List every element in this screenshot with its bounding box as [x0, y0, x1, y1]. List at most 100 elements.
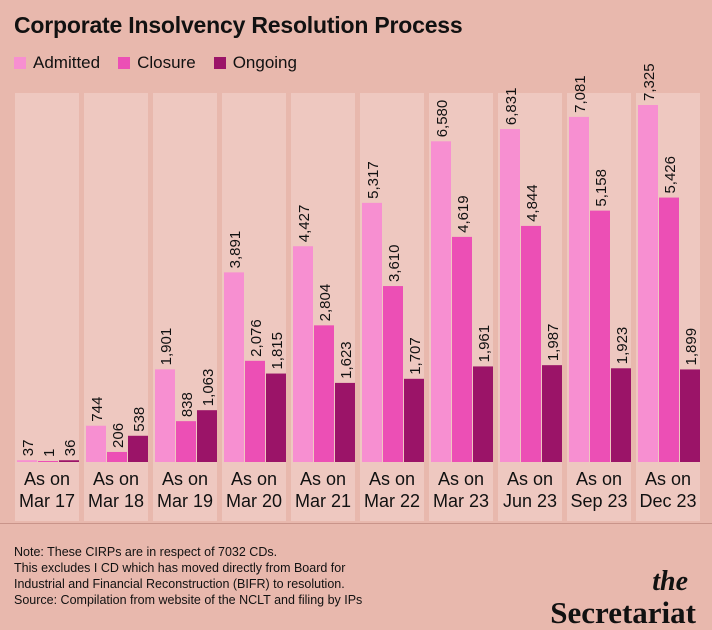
bar-closure	[383, 286, 403, 462]
footnote-line: Industrial and Financial Reconstruction …	[14, 577, 345, 591]
x-tick-label: As on	[576, 469, 622, 489]
chart-title: Corporate Insolvency Resolution Process	[14, 12, 463, 38]
bar-admitted	[293, 246, 313, 462]
data-label: 5,426	[662, 156, 679, 194]
bar-closure	[659, 197, 679, 462]
data-label: 37	[20, 440, 37, 457]
data-label: 1,707	[407, 337, 424, 375]
data-label: 4,619	[455, 195, 472, 233]
data-label: 538	[131, 407, 148, 432]
bar-ongoing	[197, 410, 217, 462]
data-label: 1,815	[269, 332, 286, 370]
x-tick-label: Mar 17	[19, 491, 75, 511]
bar-closure	[452, 236, 472, 462]
data-label: 1,901	[158, 328, 175, 366]
footnote-source: Source: Compilation from website of the …	[14, 593, 363, 607]
x-tick-label: Jun 23	[503, 491, 557, 511]
x-tick-label: Mar 19	[157, 491, 213, 511]
x-tick-label: As on	[369, 469, 415, 489]
data-label: 1,063	[200, 369, 217, 407]
x-tick-label: As on	[438, 469, 484, 489]
data-label: 838	[179, 392, 196, 417]
bar-ongoing	[611, 368, 631, 462]
x-tick-label: Mar 23	[433, 491, 489, 511]
data-label: 5,317	[365, 161, 382, 199]
bar-closure	[314, 325, 334, 462]
data-label: 1,961	[476, 325, 493, 363]
bar-ongoing	[473, 366, 493, 462]
legend-item-admitted: Admitted	[14, 53, 100, 73]
bar-admitted	[500, 129, 520, 462]
x-tick-label: Mar 22	[364, 491, 420, 511]
data-label: 1,987	[545, 324, 562, 362]
legend-swatch-closure	[118, 57, 131, 69]
brand-logo: the Secretariat	[550, 566, 696, 630]
data-label: 7,325	[641, 63, 658, 101]
x-tick-label: As on	[162, 469, 208, 489]
bar-closure	[521, 225, 541, 462]
footer-divider	[0, 523, 712, 524]
bar-admitted	[224, 272, 244, 462]
x-tick-label: As on	[24, 469, 70, 489]
bar-ongoing	[680, 369, 700, 462]
x-tick-label: Sep 23	[570, 491, 627, 511]
brand-name: Secretariat	[550, 595, 696, 630]
data-label: 4,844	[524, 184, 541, 222]
data-label: 2,804	[317, 284, 334, 322]
bar-admitted	[431, 141, 451, 463]
bar-admitted	[155, 369, 175, 462]
x-tick-label: As on	[645, 469, 691, 489]
bar-ongoing	[404, 378, 424, 462]
bar-admitted	[86, 425, 106, 462]
x-tick-label: Dec 23	[639, 491, 696, 511]
data-label: 3,610	[386, 245, 403, 283]
bar-ongoing	[266, 373, 286, 462]
x-tick-label: Mar 21	[295, 491, 351, 511]
data-label: 6,580	[434, 100, 451, 138]
footnote: Note: These CIRPs are in respect of 7032…	[14, 544, 484, 608]
data-label: 4,427	[296, 205, 313, 243]
data-label: 1,899	[683, 328, 700, 366]
x-tick-label: As on	[231, 469, 277, 489]
data-label: 6,831	[503, 88, 520, 126]
bar-admitted	[638, 105, 658, 462]
data-label: 5,158	[593, 169, 610, 207]
data-label: 1	[41, 449, 58, 457]
bar-ongoing	[335, 382, 355, 462]
footnote-line: Note: These CIRPs are in respect of 7032…	[14, 545, 278, 559]
legend-swatch-admitted	[14, 57, 26, 69]
data-label: 1,923	[614, 327, 631, 365]
bar-closure	[38, 461, 58, 462]
bar-admitted	[17, 460, 37, 462]
bar-closure	[245, 360, 265, 462]
bar-admitted	[362, 202, 382, 462]
x-tick-label: Mar 20	[226, 491, 282, 511]
bar-closure	[590, 210, 610, 462]
bar-closure	[107, 451, 127, 462]
bar-closure	[176, 421, 196, 462]
data-label: 1,623	[338, 341, 355, 379]
legend-swatch-ongoing	[213, 57, 226, 69]
data-label: 2,076	[248, 319, 265, 357]
legend-item-closure: Closure	[118, 53, 196, 73]
brand-the: the	[652, 566, 688, 597]
data-label: 206	[110, 423, 127, 448]
bar-ongoing	[128, 435, 148, 462]
data-label: 744	[89, 397, 106, 422]
bar-ongoing	[59, 460, 79, 462]
x-tick-label: As on	[507, 469, 553, 489]
legend-label-ongoing: Ongoing	[232, 53, 297, 72]
data-label: 3,891	[227, 231, 244, 269]
category-panel	[15, 93, 79, 521]
legend-label-closure: Closure	[137, 53, 196, 72]
bar-ongoing	[542, 365, 562, 462]
x-tick-label: As on	[93, 469, 139, 489]
data-label: 7,081	[572, 75, 589, 113]
chart-legend: Admitted Closure Ongoing	[14, 53, 297, 73]
x-tick-label: As on	[300, 469, 346, 489]
legend-item-ongoing: Ongoing	[213, 53, 297, 73]
footnote-line: This excludes I CD which has moved direc…	[14, 561, 346, 575]
x-tick-label: Mar 18	[88, 491, 144, 511]
legend-label-admitted: Admitted	[33, 53, 101, 72]
